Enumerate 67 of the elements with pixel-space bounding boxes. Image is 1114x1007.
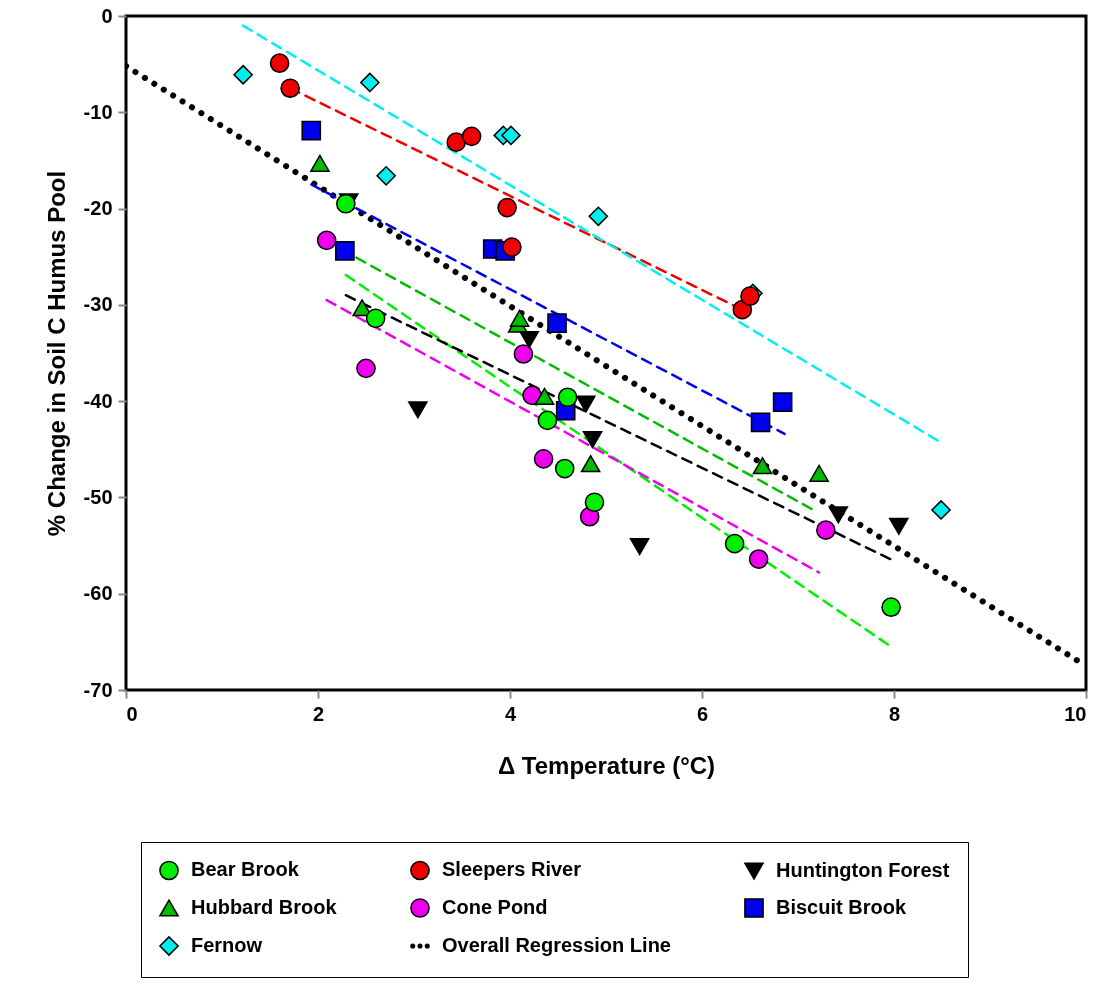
point [376, 166, 396, 186]
point [588, 206, 609, 227]
point [533, 449, 554, 469]
point [461, 126, 482, 147]
point [557, 387, 578, 408]
point [534, 387, 555, 405]
point [310, 154, 330, 172]
point [408, 401, 428, 419]
point [772, 392, 793, 412]
point [582, 431, 603, 449]
point [365, 308, 386, 329]
point [888, 517, 909, 535]
legend-label: Fernow [191, 934, 263, 956]
point [580, 455, 601, 473]
point [446, 132, 467, 152]
point [931, 500, 951, 520]
y-tick-label: -50 [83, 485, 113, 508]
point [269, 53, 290, 73]
y-tick-label: -10 [83, 100, 113, 123]
point [724, 533, 745, 554]
point [547, 313, 567, 333]
point [752, 457, 773, 475]
legend-label: Biscuit Brook [776, 896, 907, 918]
y-axis-title: % Change in Soil C Humus Pool [42, 170, 70, 537]
point [360, 72, 380, 93]
legend-label: Sleepers River [442, 858, 582, 881]
point [809, 464, 829, 482]
legend-label: Huntington Forest [776, 859, 950, 882]
point [502, 237, 522, 257]
point [513, 344, 534, 364]
point [584, 492, 605, 513]
point [629, 537, 650, 556]
y-tick-label: -60 [83, 582, 113, 605]
point [576, 395, 596, 413]
x-tick-label: 10 [1064, 702, 1087, 725]
point [497, 197, 517, 218]
point [554, 458, 575, 479]
x-tick-label: 0 [126, 702, 138, 725]
y-tick-label: -30 [83, 293, 113, 316]
point [280, 78, 300, 99]
x-tick-label: 8 [888, 702, 901, 725]
point [233, 64, 253, 85]
point [356, 358, 376, 379]
point [537, 410, 558, 431]
legend-label: Bear Brook [191, 858, 300, 881]
point [501, 125, 521, 146]
y-tick-label: -40 [83, 389, 113, 412]
y-tick-label: -20 [83, 197, 113, 220]
point [301, 120, 322, 141]
legend-label: Hubbard Brook [191, 896, 338, 918]
legend-label: Cone Pond [442, 896, 548, 918]
point [335, 241, 355, 261]
point [316, 230, 337, 251]
x-tick-label: 6 [696, 702, 709, 725]
legend-label: Overall Regression Line [442, 934, 671, 956]
y-tick-label: -70 [83, 678, 113, 701]
point [881, 597, 901, 618]
point [828, 506, 849, 524]
x-axis-title: Δ Temperature (°C) [497, 751, 716, 779]
point [519, 330, 540, 349]
point [748, 549, 769, 569]
x-tick-label: 2 [312, 702, 325, 725]
point [750, 412, 771, 433]
x-tick-label: 4 [504, 702, 517, 725]
point [509, 309, 530, 327]
point [816, 520, 836, 540]
y-tick-label: 0 [101, 4, 113, 27]
